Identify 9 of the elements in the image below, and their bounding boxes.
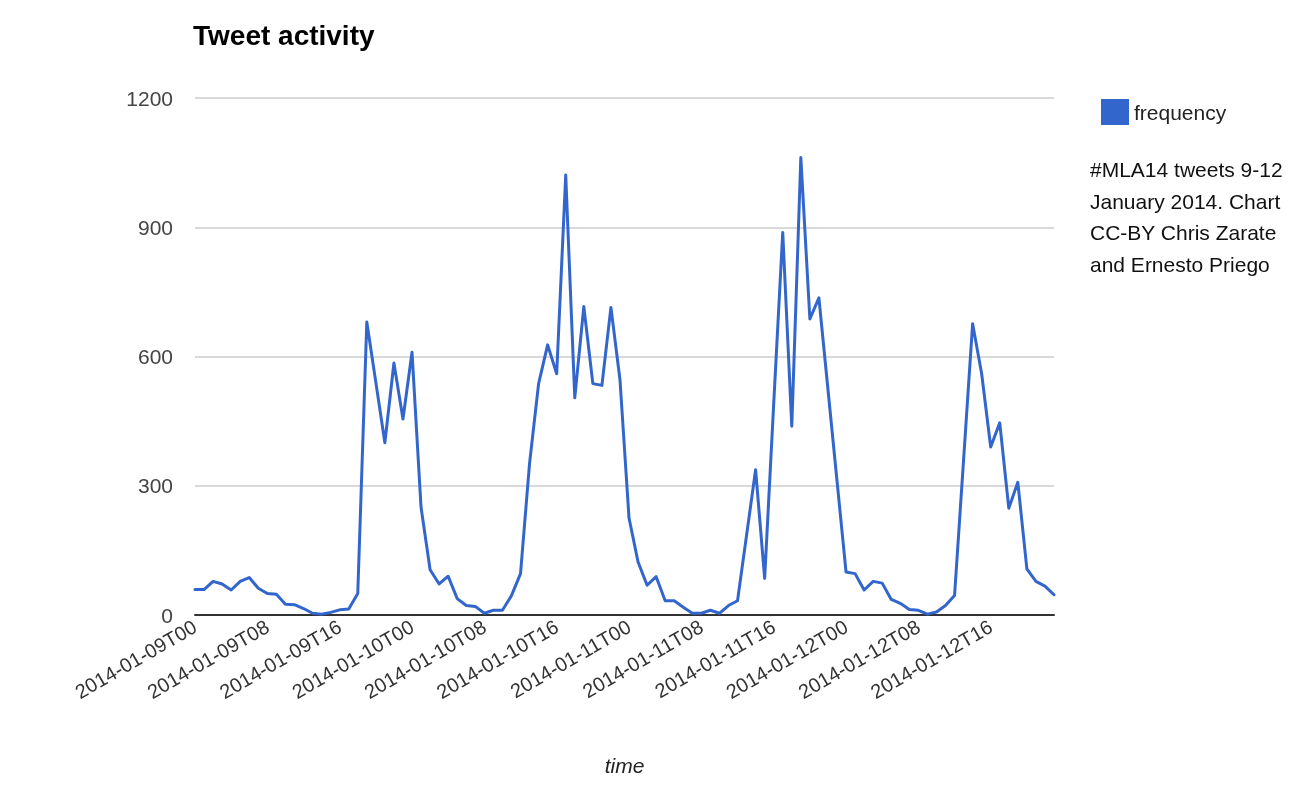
- y-tick-label: 900: [137, 215, 173, 239]
- y-tick-label: 1200: [126, 86, 173, 110]
- x-axis-title: time: [604, 754, 645, 777]
- y-tick-label: 300: [137, 474, 173, 498]
- chart-title: Tweet activity: [193, 19, 375, 51]
- text: #MLA14 tweets 9-12 January 2014. Chart CC-BY Chris Zarate and Ernesto Priego: [1090, 158, 1289, 276]
- line-series: [193, 155, 1056, 616]
- legend-label: frequency: [1134, 100, 1227, 124]
- y-tick-label: 600: [137, 345, 173, 368]
